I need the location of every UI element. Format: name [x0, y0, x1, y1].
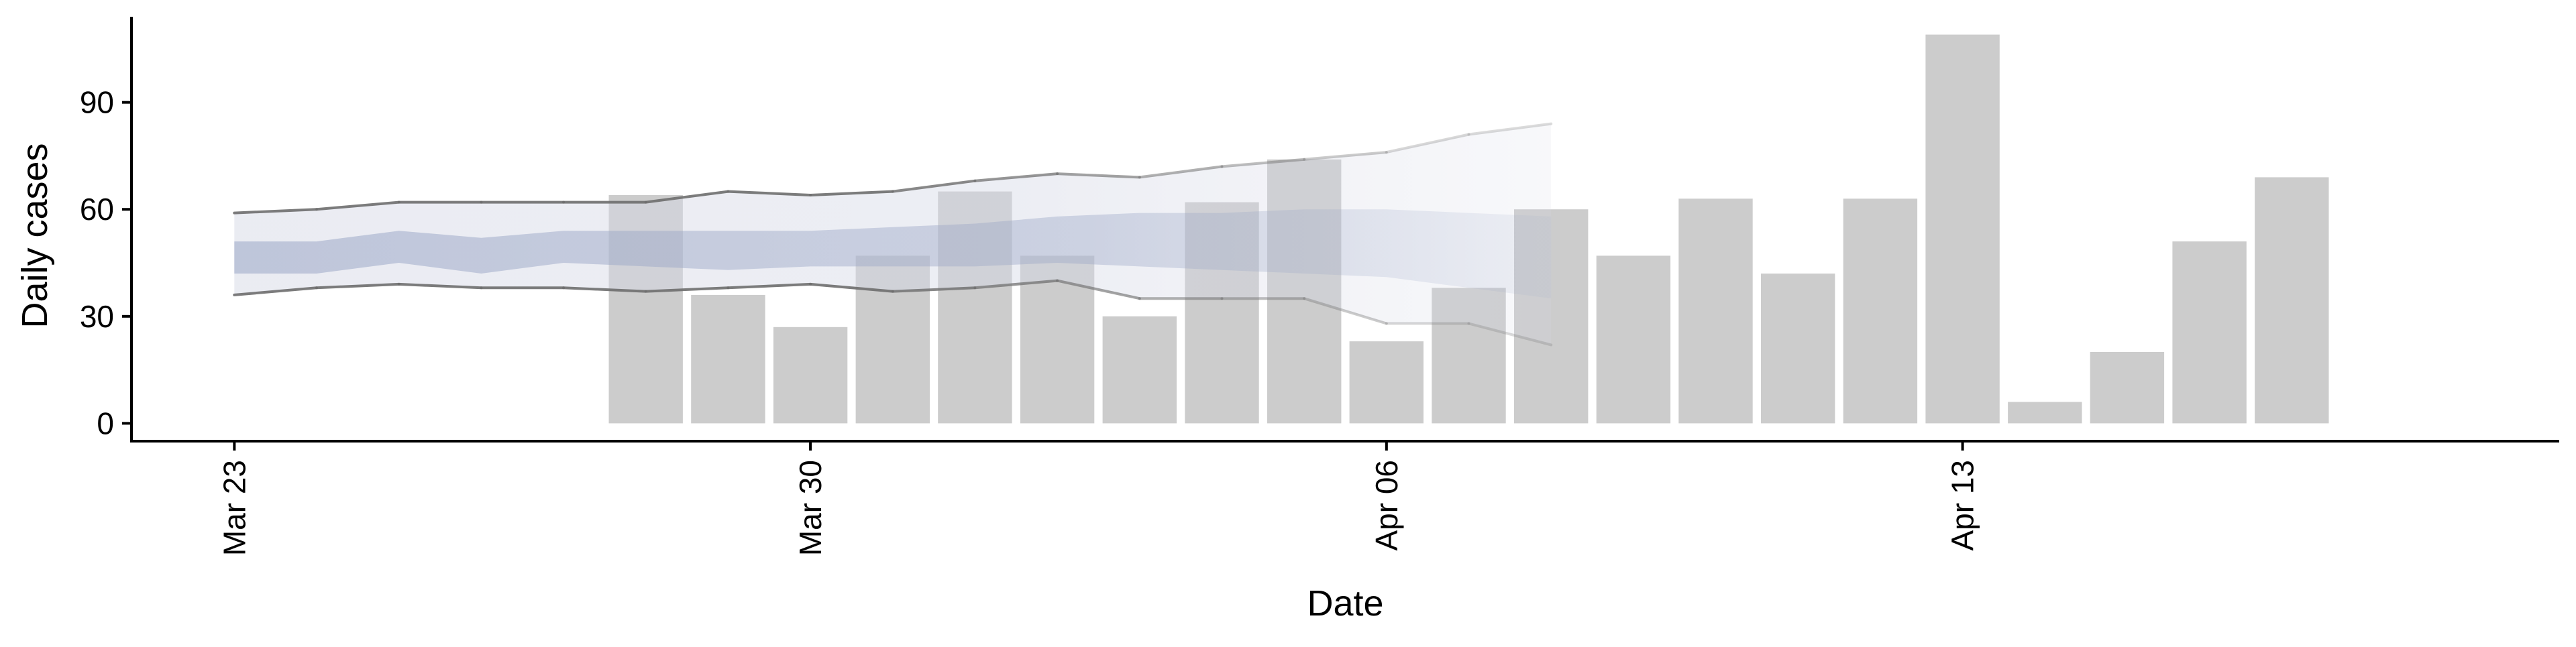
ribbon-inner — [234, 209, 1552, 299]
bar — [2008, 402, 2082, 424]
lower-bound-line-segment — [1303, 297, 1388, 325]
bar — [1761, 274, 1835, 424]
y-tick-label: 0 — [97, 406, 114, 440]
lower-bound-line-segment — [644, 286, 730, 293]
lower-bound-line-segment — [1056, 279, 1141, 300]
upper-bound-line-segment — [233, 208, 318, 215]
lower-bound-line-segment — [233, 286, 318, 296]
upper-bound-line-segment — [1467, 122, 1553, 136]
bar — [1102, 316, 1177, 424]
ribbon-inner-layer — [234, 209, 1552, 299]
x-tick-label: Mar 23 — [217, 460, 252, 556]
x-tick-label: Apr 06 — [1369, 460, 1404, 551]
upper-bound-line-segment — [891, 179, 977, 193]
bar — [691, 294, 765, 424]
upper-bound-line-segment — [1385, 133, 1470, 154]
upper-bound-line-segment — [1138, 165, 1224, 179]
x-tick-label: Apr 13 — [1945, 460, 1980, 551]
upper-bound-line-segment — [315, 200, 400, 211]
lower-bound-line-segment — [1467, 322, 1553, 347]
y-axis-label: Daily cases — [15, 143, 55, 328]
bar — [2172, 241, 2247, 424]
bar — [1678, 198, 1753, 424]
bar — [1925, 34, 2000, 424]
upper-bound-line-segment — [973, 172, 1059, 182]
bar — [2255, 177, 2329, 424]
estimate-lines-layer — [233, 122, 1553, 347]
bar — [2090, 352, 2165, 424]
lower-bound-line-segment — [727, 282, 812, 290]
lower-bound-line-segment — [397, 282, 483, 290]
upper-bound-line-segment — [1220, 158, 1306, 168]
upper-bound-line-segment — [809, 190, 894, 196]
bar — [1596, 255, 1671, 424]
bar — [773, 327, 848, 424]
axes-layer: 0 30 60 90 Mar 23 Mar 30 Apr 06 Apr 13 — [80, 17, 2559, 556]
upper-bound-line-segment — [727, 190, 812, 196]
bar — [1349, 341, 1424, 424]
y-tick-label: 60 — [80, 192, 114, 227]
upper-bound-line-segment — [1303, 151, 1388, 161]
y-tick-label: 90 — [80, 85, 114, 120]
x-tick-label: Mar 30 — [793, 460, 828, 556]
lower-bound-line-segment — [562, 286, 647, 293]
lower-bound-line-segment — [891, 286, 977, 293]
upper-bound-line-segment — [1056, 172, 1141, 179]
lower-bound-line-segment — [315, 282, 400, 290]
bar — [1843, 198, 1918, 424]
x-axis-label: Date — [1307, 583, 1383, 624]
upper-bound-line-segment — [644, 190, 730, 204]
lower-bound-line-segment — [809, 282, 894, 293]
lower-bound-line-segment — [973, 279, 1059, 290]
y-tick-label: 30 — [80, 299, 114, 334]
